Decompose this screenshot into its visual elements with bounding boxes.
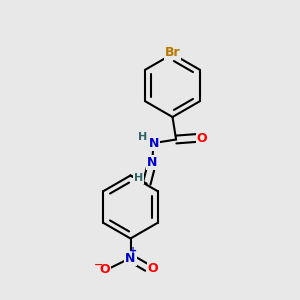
Text: H: H	[134, 173, 143, 183]
Text: N: N	[125, 251, 136, 265]
Text: Br: Br	[165, 46, 180, 59]
Text: O: O	[148, 262, 158, 275]
Text: N: N	[148, 136, 159, 150]
Text: +: +	[129, 245, 138, 256]
Text: −: −	[94, 260, 103, 270]
Text: O: O	[196, 131, 207, 145]
Text: O: O	[99, 262, 110, 276]
Text: H: H	[138, 131, 147, 142]
Text: N: N	[147, 156, 157, 169]
